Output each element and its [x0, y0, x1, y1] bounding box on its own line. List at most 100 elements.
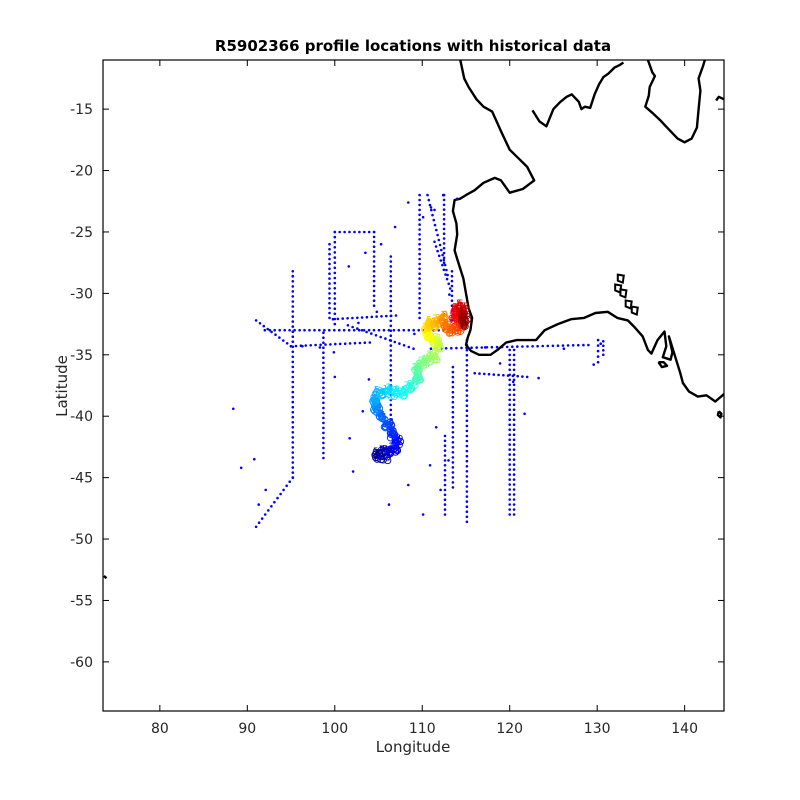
historical-point [389, 299, 393, 303]
historical-point [421, 215, 425, 219]
historical-point [333, 322, 337, 326]
historical-point [451, 385, 455, 389]
historical-point [438, 243, 442, 247]
historical-point [338, 328, 341, 332]
historical-point [465, 399, 469, 402]
historical-point [450, 304, 454, 308]
profile-marker: 5 [437, 315, 443, 325]
historical-point [291, 340, 295, 344]
historical-point [333, 271, 337, 275]
profile-marker [386, 434, 395, 442]
historical-point [301, 344, 304, 348]
historical-point [512, 368, 516, 372]
historical-point [334, 342, 337, 346]
historical-point [262, 324, 266, 328]
historical-point [512, 398, 516, 402]
historical-point [370, 332, 373, 335]
historical-point [318, 346, 322, 349]
historical-point [291, 466, 295, 469]
historical-point [328, 287, 331, 290]
historical-point [596, 355, 600, 358]
profile-marker: 8 [453, 323, 459, 333]
historical-point [333, 266, 337, 270]
historical-point [322, 416, 325, 420]
historical-point [418, 208, 421, 212]
chart-title: R5902366 profile locations with historic… [215, 37, 611, 55]
historical-point [372, 240, 376, 244]
historical-point [291, 350, 295, 354]
coastline [657, 361, 669, 369]
historical-point [451, 380, 455, 384]
historical-point [407, 328, 411, 332]
historical-point [465, 475, 469, 478]
historical-point [418, 198, 421, 202]
historical-point [450, 346, 453, 350]
historical-point [442, 251, 446, 255]
historical-point [465, 369, 469, 372]
historical-point [442, 246, 446, 250]
historical-point [309, 344, 313, 347]
profile-marker: 8 [417, 373, 423, 383]
historical-point [291, 295, 295, 298]
historical-point [328, 282, 331, 285]
historical-point [389, 354, 393, 357]
historical-point [450, 270, 454, 273]
historical-point [333, 312, 337, 316]
profile-marker: 2 [440, 314, 446, 324]
historical-point [257, 521, 261, 524]
profile-marker: 6 [377, 446, 383, 456]
historical-point [322, 436, 325, 440]
historical-point [418, 223, 421, 226]
historical-point [291, 274, 295, 278]
historical-point [498, 362, 502, 365]
profile-marker: 7 [386, 447, 392, 457]
historical-point [291, 436, 295, 439]
historical-point [375, 315, 378, 318]
historical-point [328, 306, 331, 310]
historical-point [511, 374, 515, 378]
profile-marker: 7 [427, 319, 433, 329]
profile-marker: 0 [423, 322, 429, 332]
historical-point [596, 344, 600, 347]
island [624, 299, 633, 310]
profile-marker [448, 314, 456, 322]
profile-marker: 1 [440, 311, 446, 321]
historical-point [465, 424, 469, 428]
historical-point [602, 344, 605, 348]
historical-point [389, 383, 393, 387]
historical-point [322, 381, 325, 385]
historical-point [282, 488, 285, 492]
profile-marker: 4 [372, 387, 378, 397]
x-tick-label: 110 [409, 721, 436, 737]
historical-point [346, 317, 349, 320]
historical-point [382, 328, 386, 332]
historical-point [353, 341, 357, 345]
profile-marker: 7 [415, 363, 421, 373]
historical-point [451, 370, 455, 374]
historical-point [431, 213, 434, 217]
profile-marker: 4 [386, 384, 392, 394]
x-axis-label: Longitude [376, 738, 451, 756]
profile-marker: 8 [382, 420, 388, 430]
historical-point [602, 340, 605, 343]
historical-point [389, 408, 393, 412]
historical-point [562, 347, 566, 351]
historical-point [418, 316, 421, 320]
historical-point [465, 394, 469, 397]
historical-point [465, 449, 469, 453]
historical-point [465, 414, 469, 418]
historical-point [322, 361, 325, 365]
historical-point [442, 198, 446, 202]
historical-point [440, 248, 443, 252]
profile-marker: 7 [413, 374, 419, 384]
historical-point [291, 270, 295, 273]
historical-point [450, 299, 454, 303]
historical-point [389, 378, 393, 382]
profile-marker: 9 [418, 373, 424, 383]
historical-point [294, 344, 298, 348]
y-tick-label: -40 [70, 409, 93, 425]
historical-point [512, 378, 516, 382]
historical-point [372, 274, 376, 278]
y-tick-label: -50 [70, 532, 93, 548]
